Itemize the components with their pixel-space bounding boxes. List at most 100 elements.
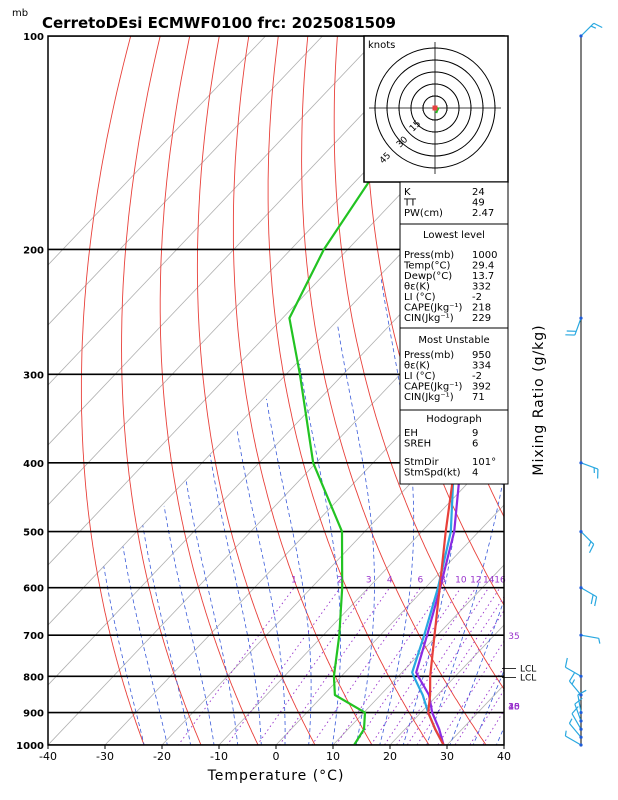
index-value: 950 xyxy=(472,350,491,361)
index-value: 9 xyxy=(472,428,478,439)
wind-barb-flag xyxy=(564,730,567,737)
mixing-ratio-tick-label: 3 xyxy=(366,576,372,586)
dry-adiabat-line xyxy=(232,36,373,745)
lcl-label: LCL xyxy=(520,673,536,683)
index-label: PW(cm) xyxy=(404,208,443,219)
lcl-label: LCL xyxy=(520,664,536,674)
mixing-ratio-line xyxy=(354,587,462,745)
mixing-ratio-line xyxy=(335,587,444,745)
index-section-title: Most Unstable xyxy=(418,335,489,346)
x-tick-label: 10 xyxy=(326,750,340,763)
index-value: 6 xyxy=(472,439,478,450)
wind-barb-shaft xyxy=(568,680,582,696)
mixing-ratio-tick-label: 4 xyxy=(387,576,393,586)
x-tick-label: 20 xyxy=(383,750,397,763)
moist-adiabat-line xyxy=(122,546,168,745)
x-axis-label: Temperature (°C) xyxy=(207,768,345,784)
wind-barb-origin xyxy=(579,34,583,38)
isotherm-line xyxy=(48,264,504,745)
pressure-tick-label: 100 xyxy=(23,32,44,43)
dry-adiabat-line xyxy=(159,36,259,745)
index-label: Press(mb) xyxy=(404,350,454,361)
index-label: CIN(Jkg⁻¹) xyxy=(404,392,454,403)
dry-adiabat-line xyxy=(267,36,430,745)
wind-barb-shaft xyxy=(577,694,582,713)
wind-barb-shaft xyxy=(580,634,599,639)
wind-barb-shaft xyxy=(565,666,582,677)
wind-barb-flag xyxy=(598,638,601,644)
isotherm-line xyxy=(48,36,323,326)
index-box-lowest xyxy=(399,223,509,329)
mixing-ratio-tick-label: 18 xyxy=(508,703,520,713)
isotherm-line xyxy=(48,36,437,446)
wind-barb-origin xyxy=(579,743,583,747)
wind-barb-origin xyxy=(579,633,583,637)
isotherm-line xyxy=(48,36,380,386)
wind-barb-origin xyxy=(579,735,583,739)
wind-barb-origin xyxy=(579,461,583,465)
moist-adiabat-line xyxy=(379,278,415,745)
wind-barb-flag xyxy=(571,679,576,685)
chart-title: CerretoDEsi ECMWF0100 frc: 2025081509 xyxy=(42,14,396,32)
moist-adiabat-line xyxy=(185,481,239,745)
index-section-title: Hodograph xyxy=(426,414,481,425)
index-value: 49 xyxy=(472,198,485,209)
mixing-ratio-tick-label: 14 xyxy=(483,576,495,586)
moist-adiabat-line xyxy=(495,726,504,745)
x-tick-label: 0 xyxy=(273,750,280,763)
moist-adiabat-line xyxy=(103,566,145,745)
dry-adiabat-line xyxy=(365,36,504,607)
mixing-ratio-tick-label: 2 xyxy=(337,576,343,586)
index-label: StmDir xyxy=(404,457,439,468)
index-value: 1000 xyxy=(472,250,497,261)
wind-barb-shaft xyxy=(574,317,582,336)
index-label: LI (°C) xyxy=(404,371,436,382)
mixing-ratio-tick-label: 40 xyxy=(508,703,520,713)
wind-barb-shaft xyxy=(580,462,599,470)
pressure-tick-label: 500 xyxy=(23,528,44,539)
wind-barb-origin xyxy=(579,674,583,678)
mixing-ratio-tick-label: 1 xyxy=(291,576,297,586)
x-tick-label: -40 xyxy=(39,750,57,763)
index-value: -2 xyxy=(472,371,482,382)
index-value: 71 xyxy=(472,392,485,403)
index-label: Dewp(°C) xyxy=(404,271,452,282)
pressure-tick-label: 1000 xyxy=(16,741,44,752)
isotherm-line xyxy=(332,564,504,745)
isotherm-line xyxy=(561,36,618,745)
mixing-ratio-tick-label: 12 xyxy=(470,576,481,586)
index-value: 229 xyxy=(472,313,491,324)
dry-adiabat-line xyxy=(601,20,618,760)
wind-barb-shaft xyxy=(565,735,582,746)
wind-barb-flag xyxy=(594,596,598,607)
mixing-ratio-line xyxy=(177,587,295,745)
index-label: θε(K) xyxy=(404,361,430,372)
wind-barb-flag xyxy=(571,706,579,715)
index-value: 24 xyxy=(472,187,485,198)
mixing-ratio-line xyxy=(370,587,477,745)
pressure-tick-label: 900 xyxy=(23,709,44,720)
wind-barb-shaft xyxy=(568,723,582,738)
isotherm-line xyxy=(503,744,504,745)
wind-barb-shaft xyxy=(580,22,595,37)
index-label: CAPE(Jkg⁻¹) xyxy=(404,382,462,393)
wind-barb-origin xyxy=(579,529,583,534)
mixing-ratio-line xyxy=(278,587,391,745)
pressure-tick-label: 600 xyxy=(23,584,44,595)
wind-barb-shaft xyxy=(580,531,595,545)
index-label: Temp(°C) xyxy=(403,261,451,272)
wind-barbs xyxy=(564,22,603,747)
index-box-hodograph xyxy=(399,409,509,485)
wind-barb-flag xyxy=(590,594,594,605)
mixing-ratio-line xyxy=(406,596,504,745)
index-label: CIN(Jkg⁻¹) xyxy=(404,313,454,324)
mixing-ratio-tick-label: 8 xyxy=(440,576,446,586)
mixing-ratio-line xyxy=(226,587,341,745)
mixing-ratio-line xyxy=(311,587,421,745)
pressure-tick-label: 200 xyxy=(23,245,44,256)
moist-adiabat-line xyxy=(266,398,312,745)
index-section-title: Lowest level xyxy=(423,230,485,241)
